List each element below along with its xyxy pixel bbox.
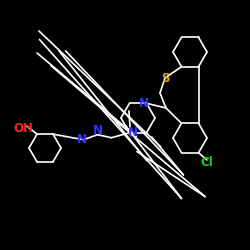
- Text: S: S: [161, 72, 169, 85]
- Text: OH: OH: [13, 122, 33, 135]
- Text: N: N: [138, 97, 148, 110]
- Text: N: N: [92, 124, 102, 137]
- Text: Cl: Cl: [200, 156, 213, 168]
- Text: N: N: [128, 126, 138, 139]
- Text: N: N: [76, 133, 86, 146]
